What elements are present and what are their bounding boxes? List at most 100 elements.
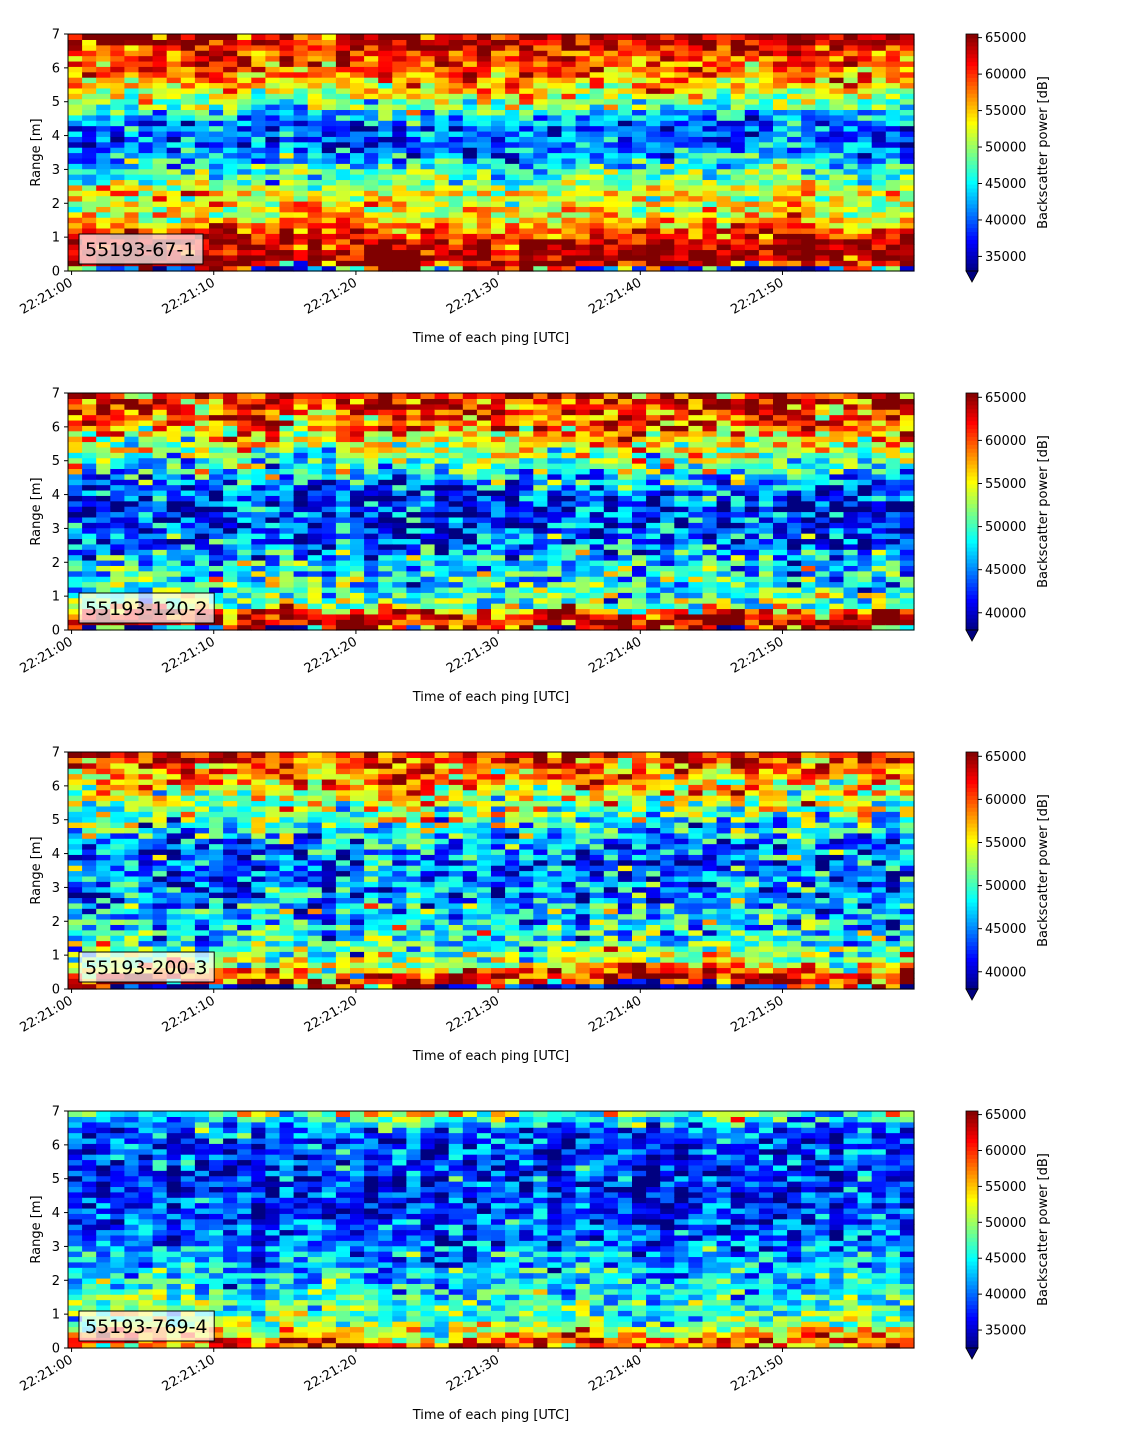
heatmap-cell	[533, 223, 548, 229]
heatmap-cell	[139, 109, 154, 115]
heatmap-cell	[322, 555, 337, 561]
heatmap-cell	[773, 190, 788, 196]
plot-label-text: 55193-67-1	[85, 239, 195, 261]
heatmap-cell	[773, 592, 788, 598]
heatmap-cell	[590, 393, 605, 399]
heatmap-cell	[872, 190, 887, 196]
heatmap-cell	[364, 576, 379, 582]
heatmap-cell	[237, 404, 252, 410]
heatmap-cell	[787, 126, 802, 132]
heatmap-cell	[801, 99, 816, 105]
heatmap-cell	[773, 206, 788, 212]
heatmap-cell	[576, 409, 591, 415]
heatmap-cell	[435, 544, 450, 550]
heatmap-cell	[829, 249, 844, 255]
heatmap-cell	[124, 201, 139, 207]
heatmap-cell	[139, 88, 154, 94]
heatmap-cell	[251, 196, 266, 202]
heatmap-cell	[463, 555, 478, 561]
heatmap-cell	[223, 163, 238, 169]
heatmap-cell	[350, 544, 365, 550]
heatmap-cell	[872, 169, 887, 175]
heatmap-cell	[674, 185, 689, 191]
heatmap-cell	[421, 528, 436, 534]
heatmap-cell	[745, 576, 760, 582]
heatmap-cell	[251, 549, 266, 555]
heatmap-cell	[280, 512, 295, 518]
heatmap-cell	[844, 82, 859, 88]
heatmap-cell	[519, 420, 534, 426]
heatmap-cell	[96, 495, 111, 501]
heatmap-cell	[392, 147, 407, 153]
heatmap-cell	[688, 39, 703, 45]
heatmap-cell	[505, 522, 520, 528]
heatmap-cell	[688, 447, 703, 453]
heatmap-cell	[195, 72, 210, 78]
heatmap-cell	[731, 45, 746, 51]
heatmap-cell	[68, 565, 83, 571]
heatmap-cell	[265, 153, 280, 159]
heatmap-cell	[872, 61, 887, 67]
heatmap-cell	[519, 56, 534, 62]
heatmap-cell	[237, 45, 252, 51]
heatmap-cell	[139, 463, 154, 469]
heatmap-cell	[759, 565, 774, 571]
heatmap-cell	[294, 587, 309, 593]
heatmap-cell	[265, 109, 280, 115]
heatmap-cell	[759, 39, 774, 45]
heatmap-cell	[815, 136, 830, 142]
heatmap-cell	[294, 506, 309, 512]
heatmap-cell	[294, 415, 309, 421]
heatmap-cell	[280, 490, 295, 496]
heatmap-cell	[378, 255, 393, 261]
heatmap-cell	[421, 142, 436, 148]
heatmap-cell	[829, 82, 844, 88]
heatmap-cell	[406, 420, 421, 426]
heatmap-cell	[844, 104, 859, 110]
heatmap-cell	[533, 582, 548, 588]
heatmap-cell	[801, 88, 816, 94]
heatmap-cell	[421, 196, 436, 202]
heatmap-cell	[858, 244, 873, 250]
heatmap-cell	[294, 255, 309, 261]
heatmap-cell	[392, 404, 407, 410]
heatmap-cell	[322, 201, 337, 207]
heatmap-cell	[590, 576, 605, 582]
heatmap-cell	[519, 614, 534, 620]
heatmap-cell	[265, 163, 280, 169]
heatmap-cell	[533, 239, 548, 245]
heatmap-cell	[223, 174, 238, 180]
heatmap-cell	[562, 45, 577, 51]
heatmap-cell	[167, 560, 182, 566]
heatmap-cell	[209, 185, 224, 191]
heatmap-cell	[82, 196, 97, 202]
heatmap-cell	[703, 404, 718, 410]
heatmap-cell	[547, 39, 562, 45]
heatmap-cell	[406, 239, 421, 245]
heatmap-cell	[604, 56, 619, 62]
heatmap-cell	[576, 104, 591, 110]
heatmap-cell	[336, 228, 351, 234]
heatmap-cell	[632, 603, 647, 609]
heatmap-cell	[153, 163, 168, 169]
heatmap-cell	[632, 608, 647, 614]
heatmap-cell	[364, 217, 379, 223]
heatmap-cell	[110, 463, 125, 469]
heatmap-cell	[674, 163, 689, 169]
heatmap-cell	[745, 185, 760, 191]
heatmap-cell	[604, 239, 619, 245]
heatmap-cell	[477, 190, 492, 196]
heatmap-cell	[900, 244, 915, 250]
heatmap-cell	[406, 255, 421, 261]
heatmap-cell	[674, 136, 689, 142]
heatmap-cell	[350, 142, 365, 148]
heatmap-cell	[519, 50, 534, 56]
heatmap-cell	[759, 495, 774, 501]
heatmap-cell	[82, 45, 97, 51]
heatmap-cell	[421, 120, 436, 126]
heatmap-cell	[717, 603, 732, 609]
heatmap-cell	[209, 233, 224, 239]
heatmap-cell	[463, 255, 478, 261]
heatmap-cell	[406, 409, 421, 415]
heatmap-cell	[829, 142, 844, 148]
